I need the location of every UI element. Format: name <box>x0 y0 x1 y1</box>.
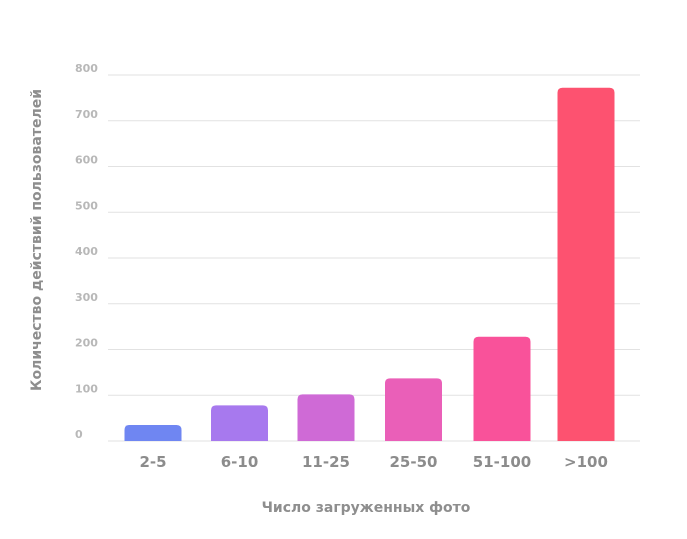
y-tick-label: 800 <box>75 62 98 75</box>
y-tick-label: 100 <box>75 382 98 395</box>
y-axis-title: Количество действий пользователей <box>29 89 45 391</box>
bar->100 <box>557 87 615 441</box>
x-tick-label: 6-10 <box>221 453 259 471</box>
x-tick-label: 25-50 <box>390 453 438 471</box>
y-tick-label: 400 <box>75 245 98 258</box>
y-tick-label: 600 <box>75 154 98 167</box>
bars <box>124 87 615 441</box>
x-tick-label: 11-25 <box>302 453 350 471</box>
bar-2-5 <box>124 424 182 441</box>
bar-51-100 <box>473 336 531 441</box>
x-tick-label: 2-5 <box>139 453 166 471</box>
y-tick-label: 500 <box>75 199 98 212</box>
grid-lines <box>108 74 640 442</box>
y-tick-label: 0 <box>75 428 83 441</box>
x-axis-title: Число загруженных фото <box>262 500 471 516</box>
bar-25-50 <box>385 378 442 441</box>
y-tick-label: 200 <box>75 337 98 350</box>
y-tick-label: 300 <box>75 291 98 304</box>
x-tick-label: 51-100 <box>473 453 531 471</box>
bar-6-10 <box>211 405 268 441</box>
x-axis-ticks: 2-5 6-10 11-25 25-50 51-100 >100 <box>139 453 608 471</box>
y-axis-ticks: 0 100 200 300 400 500 600 700 800 <box>75 62 98 441</box>
x-tick-label: >100 <box>564 453 608 471</box>
bar-11-25 <box>297 394 355 441</box>
y-tick-label: 700 <box>75 108 98 121</box>
